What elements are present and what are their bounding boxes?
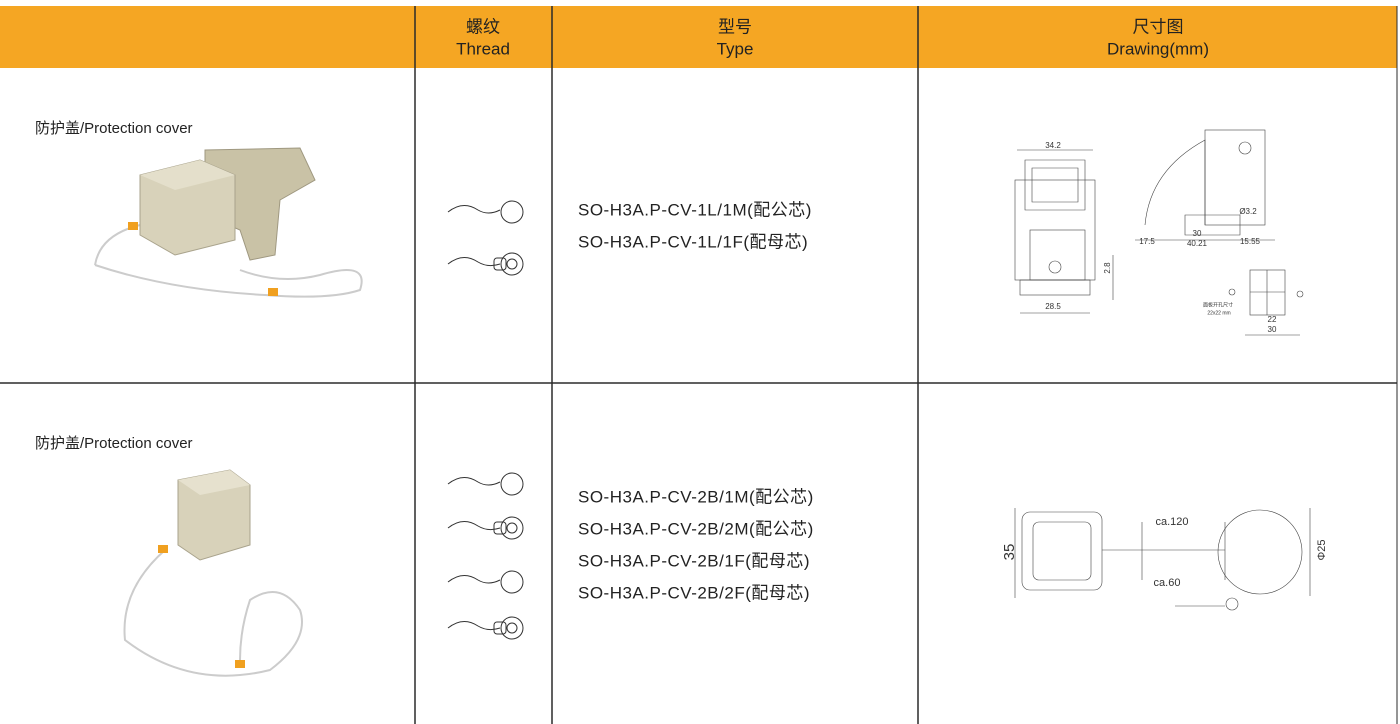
dimension-label: 22 — [1268, 315, 1277, 324]
grid — [0, 6, 1398, 724]
dimension-label: 15.55 — [1240, 237, 1261, 246]
thread-icons — [447, 200, 524, 640]
header-band — [0, 6, 1397, 68]
dimension-label: 35 — [1001, 544, 1018, 561]
dimension-label: ca.120 — [1155, 516, 1188, 528]
dimension-label: 28.5 — [1045, 302, 1061, 311]
type-code: SO-H3A.P-CV-1L/1M(配公芯) — [578, 200, 812, 219]
row-label: 防护盖/Protection cover — [35, 120, 193, 137]
dimension-label: 30 — [1268, 325, 1277, 334]
dimension-label: 34.2 — [1045, 141, 1061, 150]
dimension-label: 30 — [1193, 229, 1202, 238]
dimension-label: 2.8 — [1103, 262, 1112, 274]
drawing — [1014, 129, 1304, 336]
header-en: Drawing(mm) — [1107, 39, 1209, 58]
type-code: SO-H3A.P-CV-2B/1M(配公芯) — [578, 487, 814, 506]
dimension-label: 17.5 — [1139, 237, 1155, 246]
dimension-label: 22x22 mm — [1207, 310, 1230, 316]
header-zh: 尺寸图 — [1133, 17, 1184, 36]
dimension-label: 面板开孔尺寸 — [1203, 301, 1233, 308]
header-zh: 型号 — [718, 17, 752, 36]
drawing — [1014, 508, 1311, 611]
type-code: SO-H3A.P-CV-2B/2F(配母芯) — [578, 583, 810, 602]
dimension-label: 40.21 — [1187, 239, 1208, 248]
product-image — [94, 147, 363, 298]
type-code: SO-H3A.P-CV-1L/1F(配母芯) — [578, 232, 808, 251]
header: 螺纹 Thread 型号 Type 尺寸图 Drawing(mm) — [456, 17, 1209, 58]
type-code: SO-H3A.P-CV-2B/1F(配母芯) — [578, 551, 810, 570]
header-zh: 螺纹 — [466, 17, 500, 36]
type-code: SO-H3A.P-CV-2B/2M(配公芯) — [578, 519, 814, 538]
row-label: 防护盖/Protection cover — [35, 435, 193, 452]
header-en: Thread — [456, 39, 510, 58]
product-image — [123, 469, 303, 677]
dimension-label: Ø3.2 — [1239, 207, 1257, 216]
dimension-label: ca.60 — [1154, 577, 1181, 589]
dimension-label: Φ25 — [1316, 539, 1328, 560]
rows: 防护盖/Protection cover SO-H3A.P-CV-1L/1M(配公… — [35, 120, 1328, 603]
header-en: Type — [717, 39, 754, 58]
